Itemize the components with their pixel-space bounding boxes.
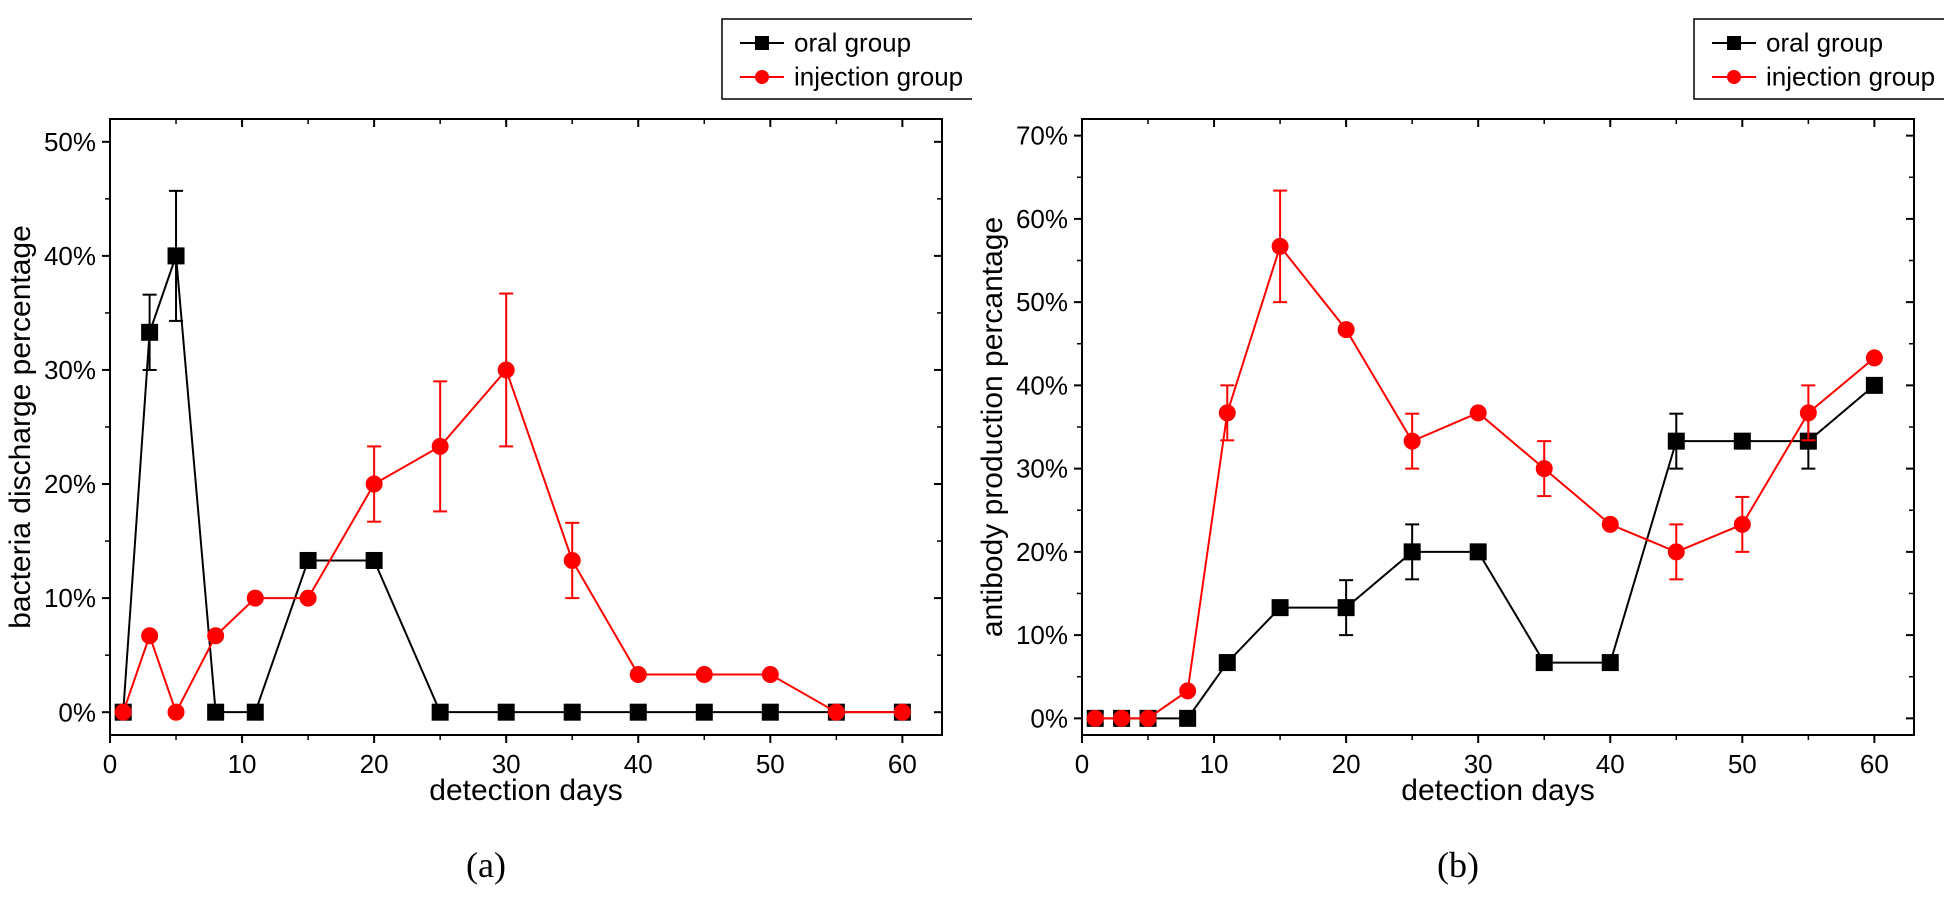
svg-text:10: 10	[228, 749, 257, 779]
svg-text:60%: 60%	[1016, 204, 1068, 234]
figure-container: 01020304050600%10%20%30%40%50%detection …	[0, 0, 1944, 906]
svg-text:70%: 70%	[1016, 121, 1068, 151]
chart-a: 01020304050600%10%20%30%40%50%detection …	[0, 0, 972, 834]
svg-text:60: 60	[888, 749, 917, 779]
svg-text:10%: 10%	[44, 583, 96, 613]
svg-text:0: 0	[103, 749, 117, 779]
svg-text:0%: 0%	[58, 697, 96, 727]
svg-text:30%: 30%	[1016, 454, 1068, 484]
svg-text:30%: 30%	[44, 355, 96, 385]
svg-text:0: 0	[1075, 749, 1089, 779]
svg-text:antibody production percantage: antibody production percantage	[976, 217, 1009, 637]
svg-text:50: 50	[1728, 749, 1757, 779]
chart-a-wrap: 01020304050600%10%20%30%40%50%detection …	[0, 0, 972, 834]
svg-text:20: 20	[360, 749, 389, 779]
svg-text:50%: 50%	[44, 127, 96, 157]
svg-text:10%: 10%	[1016, 620, 1068, 650]
svg-text:40: 40	[1596, 749, 1625, 779]
svg-text:10: 10	[1200, 749, 1229, 779]
svg-text:oral group: oral group	[1766, 28, 1883, 58]
svg-text:injection group: injection group	[794, 62, 963, 92]
svg-text:20%: 20%	[1016, 537, 1068, 567]
svg-text:20%: 20%	[44, 469, 96, 499]
svg-text:40%: 40%	[1016, 370, 1068, 400]
svg-text:detection days: detection days	[429, 774, 622, 807]
panel-b: 01020304050600%10%20%30%40%50%60%70%dete…	[972, 0, 1944, 906]
panel-a: 01020304050600%10%20%30%40%50%detection …	[0, 0, 972, 906]
chart-b-wrap: 01020304050600%10%20%30%40%50%60%70%dete…	[972, 0, 1944, 834]
chart-b: 01020304050600%10%20%30%40%50%60%70%dete…	[972, 0, 1944, 834]
svg-text:20: 20	[1332, 749, 1361, 779]
svg-text:bacteria discharge percentage: bacteria discharge percentage	[4, 225, 37, 629]
svg-text:oral group: oral group	[794, 28, 911, 58]
sub-label-b: (b)	[1437, 834, 1479, 906]
svg-text:50%: 50%	[1016, 287, 1068, 317]
svg-text:0%: 0%	[1030, 703, 1068, 733]
svg-text:40%: 40%	[44, 241, 96, 271]
sub-label-a: (a)	[466, 834, 506, 906]
svg-text:40: 40	[624, 749, 653, 779]
svg-text:50: 50	[756, 749, 785, 779]
svg-text:injection group: injection group	[1766, 62, 1935, 92]
svg-text:60: 60	[1860, 749, 1889, 779]
svg-text:detection days: detection days	[1401, 774, 1594, 807]
